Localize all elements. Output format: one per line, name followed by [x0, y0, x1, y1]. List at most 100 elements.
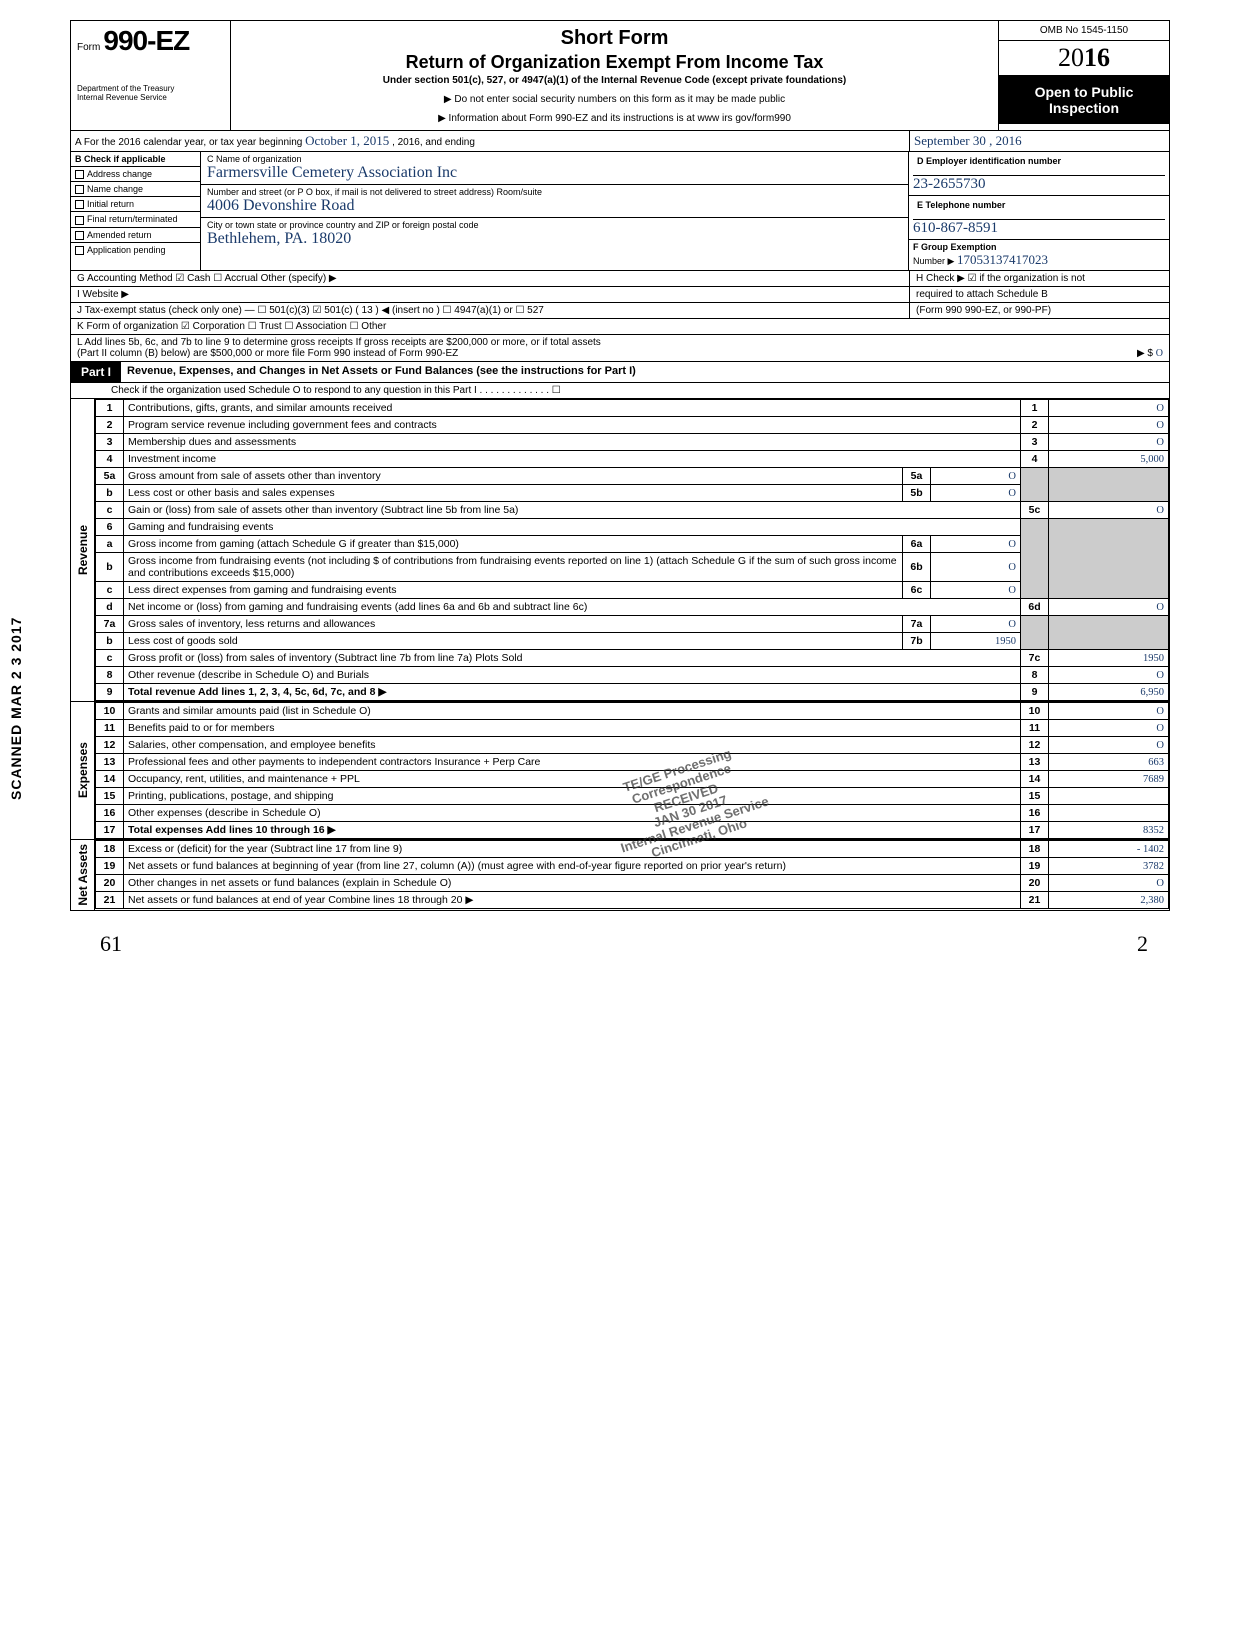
row-l: L Add lines 5b, 6c, and 7b to line 9 to …	[71, 335, 1169, 362]
line8-desc: Other revenue (describe in Schedule O) a…	[124, 667, 1021, 684]
line7a-desc: Gross sales of inventory, less returns a…	[124, 616, 903, 633]
ein: 23-2655730	[913, 176, 986, 192]
short-form-title: Short Form	[239, 27, 990, 50]
line6d-val: O	[1049, 599, 1169, 616]
line6c-val: O	[931, 582, 1021, 599]
h-check: H Check ▶ ☑ if the organization is not	[909, 271, 1169, 286]
chk-initial[interactable]: Initial return	[71, 197, 200, 212]
footer-numbers: 61 2	[20, 911, 1228, 957]
l-line2: (Part II column (B) below) are $500,000 …	[77, 348, 1013, 359]
line5b-val: O	[931, 485, 1021, 502]
line2-val: O	[1049, 417, 1169, 434]
row-k: K Form of organization ☑ Corporation ☐ T…	[71, 319, 1169, 335]
line8-val: O	[1049, 667, 1169, 684]
footer-right: 2	[1137, 931, 1148, 957]
e-label: E Telephone number	[913, 198, 1165, 220]
l-arrow: ▶ $	[1137, 348, 1153, 359]
line5a-val: O	[931, 468, 1021, 485]
line6a-val: O	[931, 536, 1021, 553]
dept-irs: Internal Revenue Service	[77, 94, 224, 103]
tax-year-end: September 30 , 2016	[914, 133, 1022, 148]
return-title: Return of Organization Exempt From Incom…	[239, 52, 990, 73]
line20-desc: Other changes in net assets or fund bala…	[124, 875, 1021, 892]
part1-tag: Part I	[71, 362, 121, 382]
line11-val: O	[1049, 720, 1169, 737]
line6b-desc: Gross income from fundraising events (no…	[124, 553, 903, 582]
line16-desc: Other expenses (describe in Schedule O)	[124, 805, 1021, 822]
form-of-org: K Form of organization ☑ Corporation ☐ T…	[71, 319, 1169, 334]
chk-address[interactable]: Address change	[71, 167, 200, 182]
f-label: F Group Exemption	[913, 242, 997, 252]
form-990ez: Form 990-EZ Department of the Treasury I…	[70, 20, 1170, 911]
org-city: Bethlehem, PA. 18020	[207, 230, 351, 247]
col-def: D Employer identification number 23-2655…	[909, 152, 1169, 270]
open-public-1: Open to Public	[1003, 84, 1165, 100]
block-bcd: B Check if applicable Address change Nam…	[71, 152, 1169, 271]
omb-number: OMB No 1545-1150	[999, 21, 1169, 41]
revenue-section: Revenue 1Contributions, gifts, grants, a…	[71, 399, 1169, 701]
line11-desc: Benefits paid to or for members	[124, 720, 1021, 737]
line15-val	[1049, 788, 1169, 805]
part1-header: Part I Revenue, Expenses, and Changes in…	[71, 362, 1169, 383]
line17-desc: Total expenses Add lines 10 through 16 ▶	[124, 822, 1021, 839]
l-val: O	[1156, 348, 1163, 359]
group-exemption: 17053137417023	[957, 252, 1048, 267]
expenses-section: Expenses 10Grants and similar amounts pa…	[71, 701, 1169, 839]
revenue-label: Revenue	[74, 521, 92, 579]
line21-val: 2,380	[1049, 892, 1169, 909]
line9-desc: Total revenue Add lines 1, 2, 3, 4, 5c, …	[124, 684, 1021, 701]
c-addr-label: Number and street (or P O box, if mail i…	[207, 187, 902, 197]
footer-left: 61	[100, 931, 122, 957]
netassets-section: Net Assets 18Excess or (deficit) for the…	[71, 839, 1169, 910]
line12-desc: Salaries, other compensation, and employ…	[124, 737, 1021, 754]
chk-name[interactable]: Name change	[71, 182, 200, 197]
line6a-desc: Gross income from gaming (attach Schedul…	[124, 536, 903, 553]
netassets-label: Net Assets	[74, 840, 92, 910]
line20-val: O	[1049, 875, 1169, 892]
line5a-desc: Gross amount from sale of assets other t…	[124, 468, 903, 485]
line18-val: - 1402	[1049, 841, 1169, 858]
line1-val: O	[1049, 400, 1169, 417]
line7b-desc: Less cost of goods sold	[124, 633, 903, 650]
row-a-mid: , 2016, and ending	[392, 137, 475, 148]
website: I Website ▶	[71, 287, 909, 302]
part1-check: Check if the organization used Schedule …	[71, 383, 1169, 399]
chk-amended[interactable]: Amended return	[71, 228, 200, 243]
line17-val: 8352	[1049, 822, 1169, 839]
row-a-text: A For the 2016 calendar year, or tax yea…	[75, 137, 305, 148]
scanned-stamp: SCANNED MAR 2 3 2017	[8, 617, 24, 800]
form-header: Form 990-EZ Department of the Treasury I…	[71, 21, 1169, 131]
tax-exempt-status: J Tax-exempt status (check only one) — ☐…	[71, 303, 909, 318]
row-g: G Accounting Method ☑ Cash ☐ Accrual Oth…	[71, 271, 1169, 287]
chk-pending[interactable]: Application pending	[71, 243, 200, 257]
open-public-2: Inspection	[1003, 100, 1165, 116]
org-name: Farmersville Cemetery Association Inc	[207, 164, 457, 181]
line10-desc: Grants and similar amounts paid (list in…	[124, 703, 1021, 720]
under-section: Under section 501(c), 527, or 4947(a)(1)…	[239, 75, 990, 86]
line5b-desc: Less cost or other basis and sales expen…	[124, 485, 903, 502]
line16-val	[1049, 805, 1169, 822]
chk-final[interactable]: Final return/terminated	[71, 212, 200, 227]
l-line1: L Add lines 5b, 6c, and 7b to line 9 to …	[77, 337, 1013, 348]
row-i: I Website ▶ required to attach Schedule …	[71, 287, 1169, 303]
col-c: C Name of organization Farmersville Ceme…	[201, 152, 909, 270]
line21-desc: Net assets or fund balances at end of ye…	[124, 892, 1021, 909]
line7a-val: O	[931, 616, 1021, 633]
accounting-method: G Accounting Method ☑ Cash ☐ Accrual Oth…	[71, 271, 909, 286]
phone: 610-867-8591	[913, 220, 998, 236]
year-value: 16	[1084, 43, 1110, 72]
part1-title: Revenue, Expenses, and Changes in Net As…	[121, 362, 1169, 382]
line6c-desc: Less direct expenses from gaming and fun…	[124, 582, 903, 599]
line19-desc: Net assets or fund balances at beginning…	[124, 858, 1021, 875]
line19-val: 3782	[1049, 858, 1169, 875]
line3-val: O	[1049, 434, 1169, 451]
year-prefix: 20	[1058, 43, 1084, 72]
form-number: 990-EZ	[103, 25, 189, 56]
line13-val: 663	[1049, 754, 1169, 771]
tax-year-begin: October 1, 2015	[305, 133, 389, 148]
line5c-val: O	[1049, 502, 1169, 519]
col-b: B Check if applicable Address change Nam…	[71, 152, 201, 270]
line6-desc: Gaming and fundraising events	[124, 519, 1021, 536]
line14-val: 7689	[1049, 771, 1169, 788]
line10-val: O	[1049, 703, 1169, 720]
